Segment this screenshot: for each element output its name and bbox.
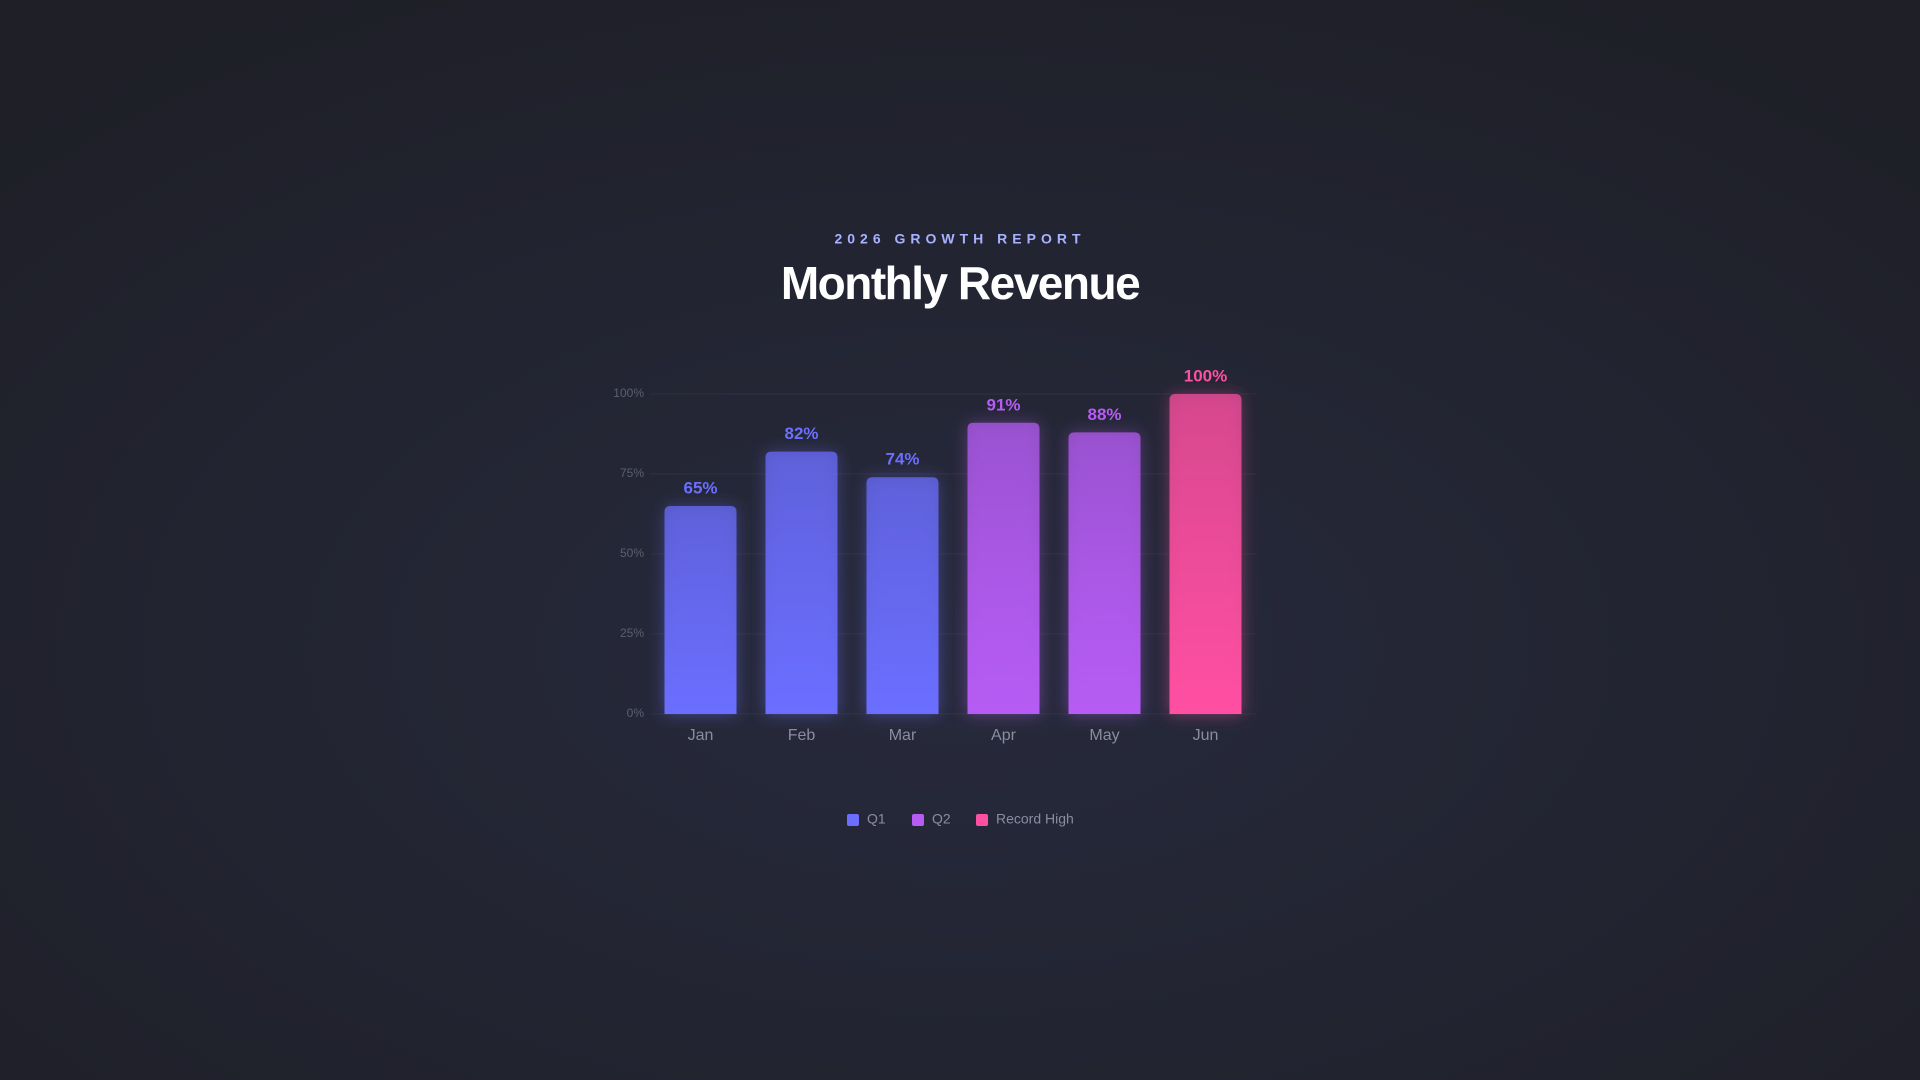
bar	[1068, 432, 1141, 714]
x-tick-label: Apr	[991, 727, 1017, 744]
bar	[967, 422, 1040, 714]
chart-title: Monthly Revenue	[781, 257, 1140, 309]
x-tick-label: Feb	[788, 727, 816, 744]
legend-label: Q1	[867, 811, 886, 827]
y-tick-label: 25%	[620, 626, 644, 640]
value-label: 91%	[986, 395, 1020, 414]
y-tick-label: 75%	[620, 466, 644, 480]
bar	[866, 477, 939, 714]
legend-label: Q2	[932, 811, 951, 827]
x-tick-label: Jan	[688, 727, 714, 744]
bar	[664, 506, 737, 714]
bar	[1169, 394, 1242, 714]
value-label: 74%	[885, 450, 919, 469]
legend-swatch	[912, 814, 924, 826]
value-label: 65%	[683, 478, 717, 497]
x-tick-label: May	[1089, 727, 1119, 744]
x-tick-label: Jun	[1193, 727, 1219, 744]
y-tick-label: 50%	[620, 546, 644, 560]
chart-subtitle: 2026 GROWTH REPORT	[834, 231, 1085, 247]
value-label: 100%	[1184, 366, 1227, 385]
legend-label: Record High	[996, 811, 1074, 827]
bar	[765, 451, 838, 714]
x-tick-label: Mar	[889, 727, 917, 744]
y-tick-label: 0%	[627, 706, 645, 720]
value-label: 88%	[1087, 405, 1121, 424]
value-label: 82%	[784, 424, 818, 443]
y-tick-label: 100%	[613, 386, 644, 400]
legend-swatch	[847, 814, 859, 826]
legend-swatch	[976, 814, 988, 826]
